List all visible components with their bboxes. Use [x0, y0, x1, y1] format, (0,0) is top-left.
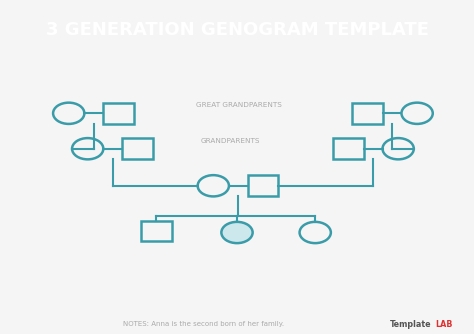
Bar: [122, 138, 153, 159]
Bar: [248, 175, 278, 196]
Bar: [352, 103, 383, 124]
Bar: [333, 138, 364, 159]
Circle shape: [221, 222, 253, 243]
Bar: [141, 220, 172, 241]
Text: Template: Template: [390, 320, 431, 329]
Text: NOTES: Anna is the second born of her family.: NOTES: Anna is the second born of her fa…: [123, 321, 284, 327]
Text: LAB: LAB: [435, 320, 453, 329]
Text: 3 GENERATION GENOGRAM TEMPLATE: 3 GENERATION GENOGRAM TEMPLATE: [46, 21, 428, 39]
Bar: [103, 103, 134, 124]
Text: GREAT GRANDPARENTS: GREAT GRANDPARENTS: [196, 102, 283, 108]
Text: GRANDPARENTS: GRANDPARENTS: [200, 138, 260, 144]
